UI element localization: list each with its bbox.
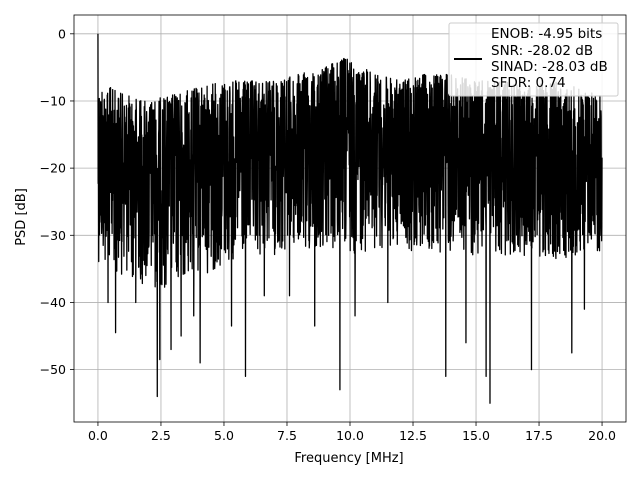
x-tick-label: 17.5 — [525, 428, 553, 443]
x-tick-label: 0.0 — [88, 428, 108, 443]
legend-enob: ENOB: -4.95 bits — [491, 26, 602, 42]
legend-sfdr: SFDR: 0.74 — [491, 75, 566, 91]
x-tick-label: 5.0 — [214, 428, 234, 443]
x-tick-label: 15.0 — [462, 428, 490, 443]
y-tick-label: −30 — [40, 228, 66, 243]
legend: ENOB: -4.95 bits SNR: -28.02 dB SINAD: -… — [448, 22, 619, 97]
x-tick-label: 12.5 — [399, 428, 427, 443]
y-tick-label: −10 — [40, 93, 66, 108]
y-tick-label: −20 — [40, 161, 66, 176]
plot-area — [97, 33, 603, 404]
y-tick-label: 0 — [58, 26, 66, 41]
x-tick-label: 10.0 — [336, 428, 364, 443]
x-tick-label: 20.0 — [588, 428, 616, 443]
x-tick-label: 2.5 — [151, 428, 171, 443]
y-tick-label: −50 — [40, 362, 66, 377]
y-axis-label: PSD [dB] — [14, 188, 29, 246]
legend-snr: SNR: -28.02 dB — [491, 43, 593, 59]
legend-sinad: SINAD: -28.03 dB — [491, 59, 608, 75]
x-tick-label: 7.5 — [277, 428, 297, 443]
x-axis-label: Frequency [MHz] — [294, 451, 403, 466]
psd-series-line — [97, 33, 603, 404]
legend-box — [448, 22, 619, 97]
y-tick-label: −40 — [40, 295, 66, 310]
ticks: 0.0 2.5 5.0 7.5 10.0 12.5 15.0 17.5 20.0 0 −10 −20 −… — [40, 26, 616, 443]
